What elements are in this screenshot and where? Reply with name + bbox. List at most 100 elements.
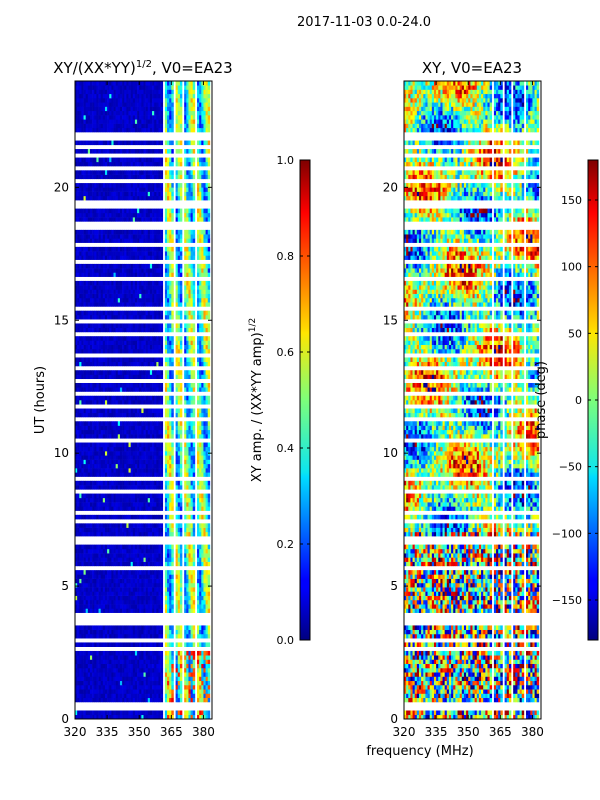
heatmap-cell — [158, 323, 161, 328]
heatmap-cell — [85, 697, 89, 703]
heatmap-cell — [177, 714, 181, 720]
heatmap-cell — [132, 463, 136, 469]
heatmap-cell — [139, 587, 142, 592]
heatmap-cell — [87, 663, 91, 669]
heatmap-cell — [186, 272, 189, 277]
heatmap-cell — [156, 633, 159, 639]
heatmap-cell — [186, 425, 189, 431]
heatmap-cell — [197, 587, 200, 592]
heatmap-cell — [128, 680, 131, 686]
heatmap-cell — [141, 451, 144, 456]
heatmap-cell — [128, 425, 131, 431]
heatmap-cell — [132, 544, 136, 550]
heatmap-cell — [77, 246, 80, 252]
heatmap-cell — [81, 650, 84, 656]
heatmap-cell — [139, 344, 142, 350]
heatmap-cell — [89, 574, 93, 579]
heatmap-cell — [169, 280, 172, 286]
heatmap-cell — [147, 429, 151, 435]
heatmap-cell — [109, 680, 112, 686]
heatmap-cell — [85, 591, 89, 596]
heatmap-cell — [167, 667, 170, 673]
heatmap-cell — [102, 570, 106, 575]
heatmap-cell — [199, 429, 202, 435]
heatmap-cell — [130, 544, 134, 550]
heatmap-cell — [111, 506, 114, 511]
heatmap-cell — [160, 548, 164, 554]
heatmap-cell — [192, 268, 196, 273]
heatmap-cell — [192, 408, 196, 414]
heatmap-cell — [100, 595, 104, 601]
heatmap-cell — [169, 642, 172, 647]
heatmap-cell — [167, 480, 170, 486]
heatmap-cell — [141, 472, 144, 477]
heatmap-cell — [192, 523, 196, 528]
heatmap-cell — [87, 514, 91, 520]
heatmap-cell — [89, 680, 93, 686]
heatmap-cell — [139, 280, 142, 286]
heatmap-cell — [79, 429, 82, 435]
heatmap-cell — [85, 451, 89, 456]
heatmap-cell — [156, 502, 159, 507]
heatmap-cell — [122, 595, 125, 601]
heatmap-cell — [113, 408, 116, 414]
heatmap-cell — [164, 357, 168, 363]
heatmap-cell — [85, 604, 89, 609]
heatmap-cell — [149, 272, 153, 277]
heatmap-cell — [205, 574, 209, 579]
heatmap-cell — [201, 544, 204, 550]
heatmap-cell — [79, 676, 82, 682]
heatmap-cell — [79, 246, 82, 252]
heatmap-cell — [134, 472, 138, 477]
heatmap-cell — [81, 285, 84, 290]
heatmap-cell — [81, 361, 84, 367]
heatmap-cell — [169, 574, 172, 579]
heatmap-cell — [177, 523, 181, 528]
heatmap-cell — [122, 408, 125, 414]
heatmap-cell — [75, 591, 78, 596]
heatmap-cell — [102, 561, 106, 567]
heatmap-cell — [111, 255, 114, 260]
heatmap-cell — [154, 340, 157, 345]
heatmap-cell — [111, 557, 114, 562]
heatmap-cell — [132, 599, 136, 605]
heatmap-cell — [205, 370, 209, 375]
heatmap-cell — [92, 553, 95, 558]
heatmap-cell — [149, 676, 153, 682]
heatmap-cell — [111, 272, 114, 277]
heatmap-cell — [143, 395, 146, 401]
heatmap-cell — [156, 582, 159, 588]
heatmap-cell — [102, 255, 106, 260]
heatmap-cell — [147, 570, 151, 575]
heatmap-cell — [175, 629, 179, 635]
heatmap-cell — [77, 582, 80, 588]
heatmap-cell — [81, 255, 84, 260]
heatmap-cell — [197, 493, 200, 499]
heatmap-cell — [205, 446, 209, 452]
heatmap-cell — [100, 497, 104, 503]
heatmap-cell — [119, 689, 123, 694]
heatmap-cell — [152, 412, 155, 418]
heatmap-cell — [83, 625, 86, 630]
heatmap-cell — [111, 268, 114, 273]
heatmap-cell — [117, 314, 121, 320]
heatmap-cell — [79, 455, 82, 460]
heatmap-cell — [186, 327, 189, 333]
heatmap-cell — [145, 493, 149, 499]
heatmap-cell — [145, 693, 149, 699]
heatmap-cell — [124, 459, 127, 465]
heatmap-cell — [83, 246, 86, 252]
heatmap-cell — [130, 485, 134, 490]
heatmap-cell — [141, 361, 144, 367]
heatmap-cell — [130, 527, 134, 533]
heatmap-cell — [75, 514, 78, 520]
heatmap-cell — [77, 527, 80, 533]
heatmap-cell — [197, 523, 200, 528]
heatmap-cell — [164, 289, 168, 294]
heatmap-cell — [117, 587, 121, 592]
heatmap-cell — [167, 251, 170, 256]
heatmap-cell — [98, 561, 101, 567]
heatmap-cell — [124, 251, 127, 256]
heatmap-cell — [184, 323, 187, 328]
heatmap-cell — [113, 582, 116, 588]
